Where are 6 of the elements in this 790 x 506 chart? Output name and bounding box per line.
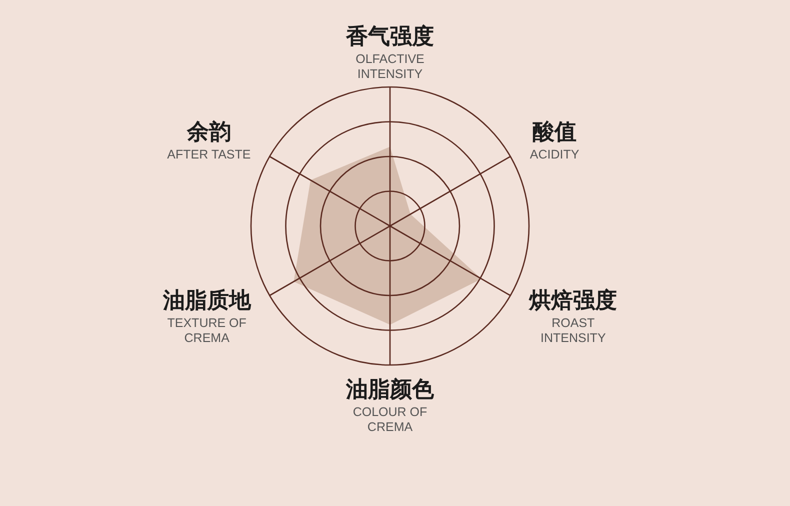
spoke-label: 烘焙强度 ROAST INTENSITY: [528, 288, 618, 346]
spoke-label: 余韵 AFTER TASTE: [167, 119, 251, 162]
spoke-label: 油脂质地 TEXTURE OF CREMA: [162, 288, 252, 346]
spoke-label: 酸值 ACIDITY: [530, 119, 580, 162]
spoke-label: 油脂颜色 COLOUR OF CREMA: [345, 376, 435, 434]
spoke-label: 香气强度 OLFACTIVE INTENSITY: [345, 24, 434, 81]
